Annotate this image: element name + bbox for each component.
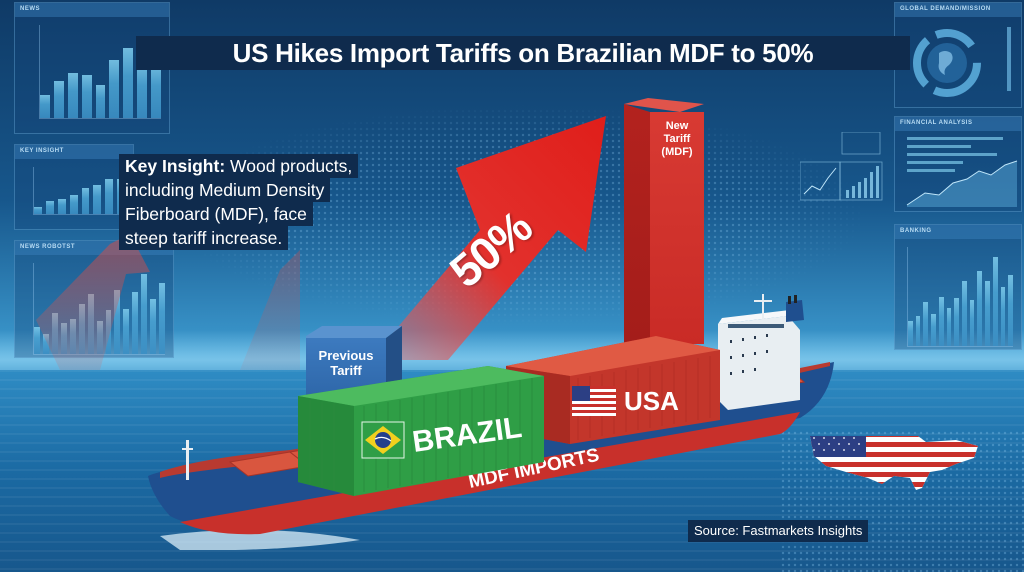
donut-globe-icon — [913, 27, 1011, 97]
panel-global-demand: GLOBAL DEMAND/MISSION — [894, 2, 1022, 108]
panel-header: KEY INSIGHT — [15, 145, 133, 159]
source-caption: Source: Fastmarkets Insights — [688, 520, 869, 542]
panel-news: NEWS — [14, 2, 170, 134]
panel-financial-analysis: FINANCIAL ANALYSIS — [894, 116, 1022, 212]
panel-key-insight: KEY INSIGHT — [14, 144, 134, 230]
mini-charts — [800, 132, 883, 201]
us-flag-icon — [572, 386, 616, 416]
bar-chart — [39, 25, 162, 119]
area-chart — [906, 137, 1018, 207]
key-insight-label: Key Insight: — [125, 156, 226, 176]
us-map-flag-icon — [810, 436, 978, 490]
panel-header: NEWS — [15, 3, 169, 17]
panel-header: GLOBAL DEMAND/MISSION — [895, 3, 1021, 17]
key-insight-callout: Key Insight: Wood products, including Me… — [119, 154, 359, 250]
container-brazil: BRAZIL — [298, 366, 544, 496]
usa-label: USA — [624, 386, 679, 416]
title-banner: US Hikes Import Tariffs on Brazilian MDF… — [136, 36, 910, 70]
panel-banking: BANKING — [894, 224, 1022, 350]
panel-header: FINANCIAL ANALYSIS — [895, 117, 1021, 131]
panel-header: BANKING — [895, 225, 1021, 239]
page-title: US Hikes Import Tariffs on Brazilian MDF… — [232, 37, 814, 68]
faded-arrow-icon — [36, 234, 300, 370]
brazil-flag-icon — [361, 421, 405, 459]
bar-chart — [907, 247, 1014, 347]
red-up-arrow-icon — [370, 116, 606, 360]
new-tariff-label: New Tariff (MDF) — [661, 120, 693, 158]
previous-tariff-label: Previous Tariff — [318, 348, 374, 378]
bar-chart — [33, 167, 125, 215]
new-tariff-column: New Tariff (MDF) — [624, 98, 704, 344]
